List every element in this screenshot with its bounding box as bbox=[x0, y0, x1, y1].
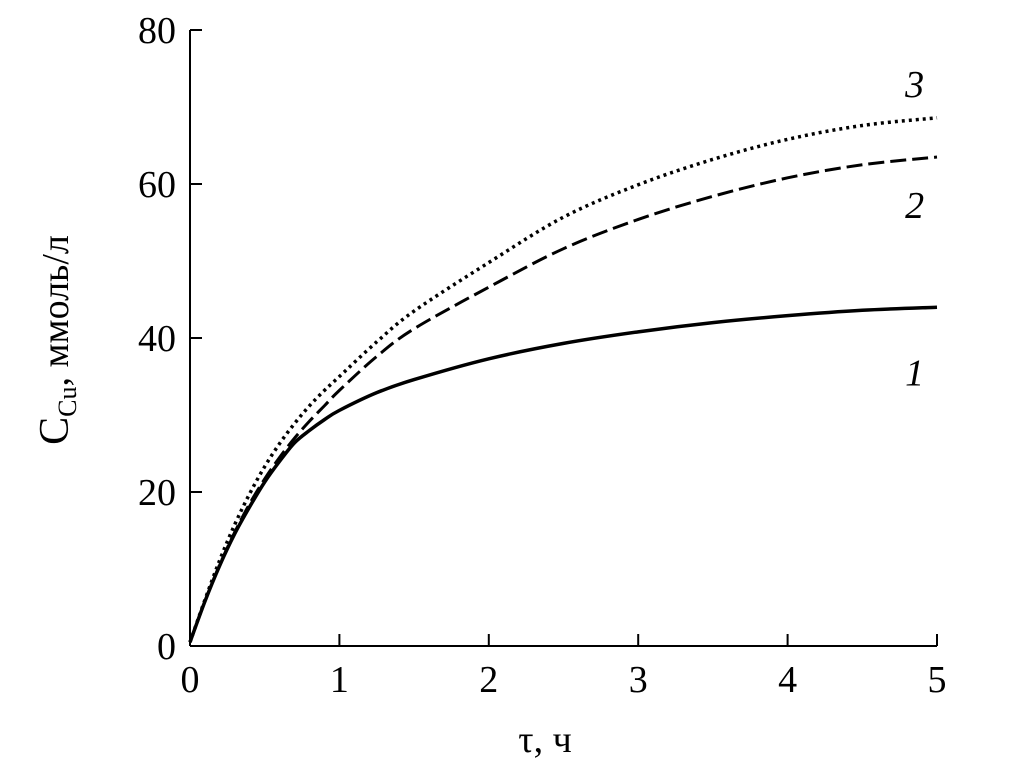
y-axis-label-main: C bbox=[32, 417, 78, 445]
y-tick-label: 0 bbox=[157, 626, 176, 668]
series-label-2: 2 bbox=[905, 185, 924, 227]
x-axis-label: τ, ч bbox=[518, 719, 571, 761]
y-tick-label: 40 bbox=[138, 318, 176, 360]
series-line-1 bbox=[188, 305, 938, 643]
series-line-2 bbox=[188, 155, 938, 643]
y-axis-label-sub: Cu bbox=[53, 387, 82, 417]
y-axis-label-rest: , ммоль/л bbox=[35, 235, 77, 386]
x-tick-label: 0 bbox=[181, 659, 200, 701]
x-tick-label: 5 bbox=[928, 659, 947, 701]
x-tick-label: 3 bbox=[629, 659, 648, 701]
axes bbox=[189, 30, 937, 647]
y-tick-label: 80 bbox=[138, 10, 176, 52]
x-tick-label: 4 bbox=[778, 659, 797, 701]
x-tick-label: 1 bbox=[330, 659, 349, 701]
y-axis-label: CCu, ммоль/л bbox=[32, 235, 82, 445]
x-tick-label: 2 bbox=[479, 659, 498, 701]
series-group bbox=[188, 116, 938, 643]
series-labels: 1 2 3 bbox=[904, 64, 924, 395]
y-tick-label: 20 bbox=[138, 472, 176, 514]
ticks: 0 1 2 3 4 5 0 20 40 60 80 bbox=[138, 10, 947, 701]
series-label-3: 3 bbox=[904, 64, 924, 106]
series-label-1: 1 bbox=[905, 353, 924, 395]
y-tick-label: 60 bbox=[138, 164, 176, 206]
series-line-3 bbox=[188, 116, 938, 643]
